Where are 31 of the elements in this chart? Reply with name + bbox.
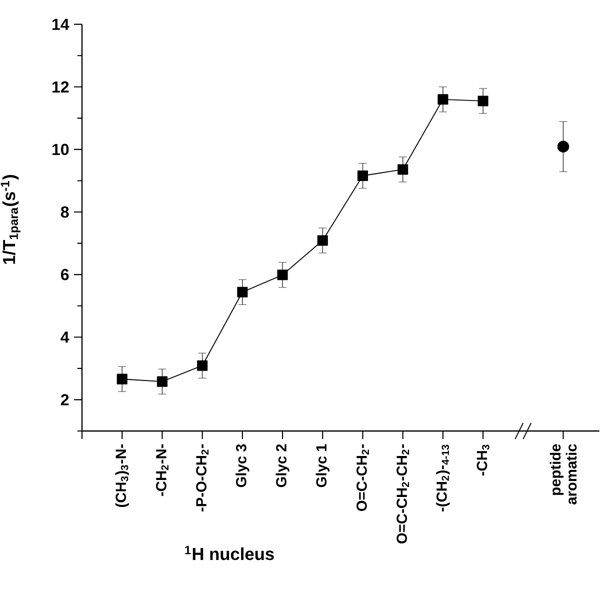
point — [116, 374, 128, 384]
point — [357, 170, 368, 181]
x-tick-label: -P-O-CH$_{2}$- — [196, 444, 209, 512]
point — [557, 140, 570, 153]
x-tick-label: peptide aromatic — [550, 444, 577, 504]
point — [478, 96, 488, 106]
point — [438, 94, 448, 105]
point — [156, 376, 168, 387]
x-tick-label: Glyc 2 — [276, 444, 290, 488]
x-tick-label: -(CH$_{2}$)-$_{4-13}$ — [436, 444, 450, 512]
point — [317, 235, 328, 246]
x-tick-label: Glyc 1 — [316, 444, 330, 488]
y-tick-label: 8 — [60, 206, 69, 218]
y-tick-label: 12 — [52, 81, 69, 92]
x-tick-label: -CH$_{3}$ — [476, 444, 490, 476]
x-axis-title: $^{1}$H nucleus — [185, 546, 274, 560]
x-tick-label: -CH$_{2}$-N- — [156, 444, 168, 496]
x-tick-label: O=C-CH$_{2}$-CH$_{2}$- — [396, 444, 410, 544]
point — [197, 360, 208, 371]
point — [277, 270, 288, 280]
y-tick-label: 10 — [52, 144, 69, 156]
x-tick-label: O=C-CH$_{2}$- — [356, 444, 369, 511]
y-tick-label: 14 — [52, 18, 70, 30]
y-tick-label: 4 — [60, 332, 70, 343]
x-tick-label: (CH$_{3}$)$_{3}$-N- — [115, 444, 129, 508]
point — [237, 286, 248, 298]
y-tick-label: 2 — [60, 394, 69, 406]
point — [398, 164, 408, 175]
y-tick-label: 6 — [60, 268, 69, 280]
x-tick-label: Glyc 3 — [236, 444, 250, 488]
y-axis-title: 1/T$_{1para}$(s$^{-1}$) — [0, 175, 20, 264]
